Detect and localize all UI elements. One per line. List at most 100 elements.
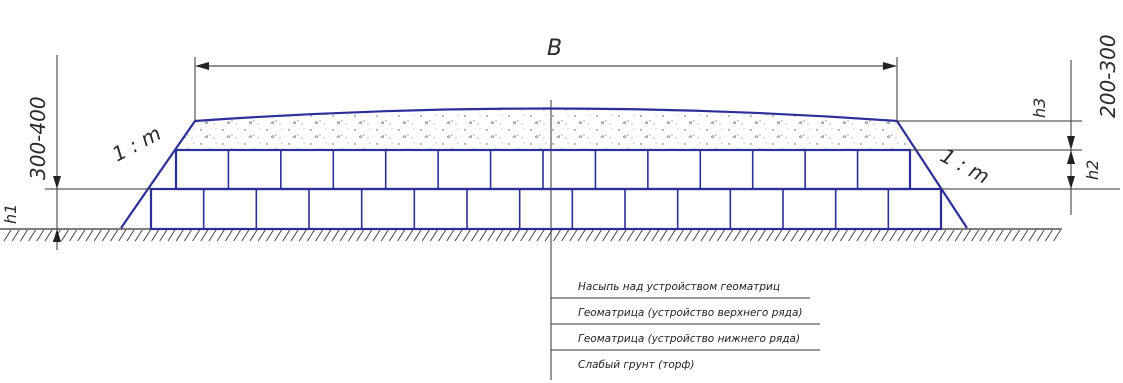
hatch-stroke xyxy=(757,229,766,242)
legend-item-weak-soil: Слабый грунт (торф) xyxy=(578,359,695,371)
dim-b-label: B xyxy=(547,36,562,61)
hatch-stroke xyxy=(979,229,988,242)
hatch-stroke xyxy=(298,229,307,242)
hatch-stroke xyxy=(323,229,332,242)
hatch-stroke xyxy=(495,229,504,242)
hatch-stroke xyxy=(700,229,709,242)
dim-right-arrow-3 xyxy=(1067,176,1075,189)
hatch-stroke xyxy=(249,229,258,242)
slope-left-label: 1 : m xyxy=(108,121,165,166)
hatch-stroke xyxy=(856,229,865,242)
hatch-stroke xyxy=(77,229,86,242)
hatch-stroke xyxy=(716,229,725,242)
hatch-stroke xyxy=(848,229,857,242)
geomatrix-upper-cells xyxy=(227,150,859,189)
hatch-stroke xyxy=(257,229,266,242)
hatch-stroke xyxy=(528,229,537,242)
hatch-stroke xyxy=(315,229,324,242)
hatch-stroke xyxy=(889,229,898,242)
h3-label: h3 xyxy=(1030,98,1049,118)
hatch-stroke xyxy=(667,229,676,242)
hatch-stroke xyxy=(585,229,594,242)
range-left-label: 300-400 xyxy=(26,96,50,180)
hatch-stroke xyxy=(987,229,996,242)
dim-left-arrow-top xyxy=(53,176,61,189)
hatch-stroke xyxy=(372,229,381,242)
embankment-fill-outline xyxy=(194,107,898,123)
hatch-stroke xyxy=(659,229,668,242)
slope-right-line xyxy=(896,120,968,229)
hatch-stroke xyxy=(167,229,176,242)
hatch-stroke xyxy=(380,229,389,242)
hatch-stroke xyxy=(569,229,578,242)
hatch-stroke xyxy=(454,229,463,242)
hatch-stroke xyxy=(159,229,168,242)
hatch-stroke xyxy=(1044,229,1053,242)
hatch-stroke xyxy=(3,229,12,242)
hatch-stroke xyxy=(807,229,816,242)
hatch-stroke xyxy=(790,229,799,242)
hatch-stroke xyxy=(413,229,422,242)
hatch-stroke xyxy=(921,229,930,242)
hatch-stroke xyxy=(602,229,611,242)
h1-label: h1 xyxy=(1,204,20,224)
hatch-stroke xyxy=(1020,229,1029,242)
hatch-stroke xyxy=(962,229,971,242)
h2-label: h2 xyxy=(1083,160,1102,180)
hatch-stroke xyxy=(634,229,643,242)
hatch-stroke xyxy=(339,229,348,242)
hatch-stroke xyxy=(462,229,471,242)
hatch-stroke xyxy=(692,229,701,242)
hatch-stroke xyxy=(274,229,283,242)
hatch-stroke xyxy=(593,229,602,242)
hatch-stroke xyxy=(766,229,775,242)
hatch-stroke xyxy=(93,229,102,242)
hatch-stroke xyxy=(28,229,37,242)
hatch-stroke xyxy=(610,229,619,242)
hatch-stroke xyxy=(200,229,209,242)
hatch-stroke xyxy=(774,229,783,242)
hatch-stroke xyxy=(782,229,791,242)
hatch-stroke xyxy=(216,229,225,242)
hatch-stroke xyxy=(815,229,824,242)
hatch-stroke xyxy=(626,229,635,242)
hatch-stroke xyxy=(577,229,586,242)
hatch-stroke xyxy=(347,229,356,242)
hatch-stroke xyxy=(913,229,922,242)
hatch-stroke xyxy=(741,229,750,242)
hatch-stroke xyxy=(446,229,455,242)
hatch-stroke xyxy=(356,229,365,242)
hatch-stroke xyxy=(151,229,160,242)
hatch-stroke xyxy=(651,229,660,242)
hatch-stroke xyxy=(831,229,840,242)
hatch-stroke xyxy=(971,229,980,242)
hatch-stroke xyxy=(290,229,299,242)
hatch-stroke xyxy=(85,229,94,242)
hatch-stroke xyxy=(946,229,955,242)
geomatrix-lower-cells xyxy=(202,189,890,229)
hatch-stroke xyxy=(872,229,881,242)
hatch-stroke xyxy=(618,229,627,242)
legend-item-embankment: Насыпь над устройством геоматриц xyxy=(578,281,780,293)
hatch-stroke xyxy=(364,229,373,242)
hatch-stroke xyxy=(101,229,110,242)
hatch-stroke xyxy=(520,229,529,242)
hatch-stroke xyxy=(134,229,143,242)
embankment-fill xyxy=(176,108,910,150)
hatch-stroke xyxy=(331,229,340,242)
hatch-stroke xyxy=(44,229,53,242)
hatch-stroke xyxy=(487,229,496,242)
hatch-stroke xyxy=(552,229,561,242)
hatch-stroke xyxy=(208,229,217,242)
hatch-stroke xyxy=(561,229,570,242)
hatch-stroke xyxy=(388,229,397,242)
dim-right-arrow-2 xyxy=(1067,150,1075,164)
hatch-stroke xyxy=(306,229,315,242)
hatch-stroke xyxy=(684,229,693,242)
hatch-stroke xyxy=(265,229,274,242)
hatch-stroke xyxy=(938,229,947,242)
hatch-stroke xyxy=(749,229,758,242)
hatch-stroke xyxy=(839,229,848,242)
hatch-stroke xyxy=(126,229,135,242)
